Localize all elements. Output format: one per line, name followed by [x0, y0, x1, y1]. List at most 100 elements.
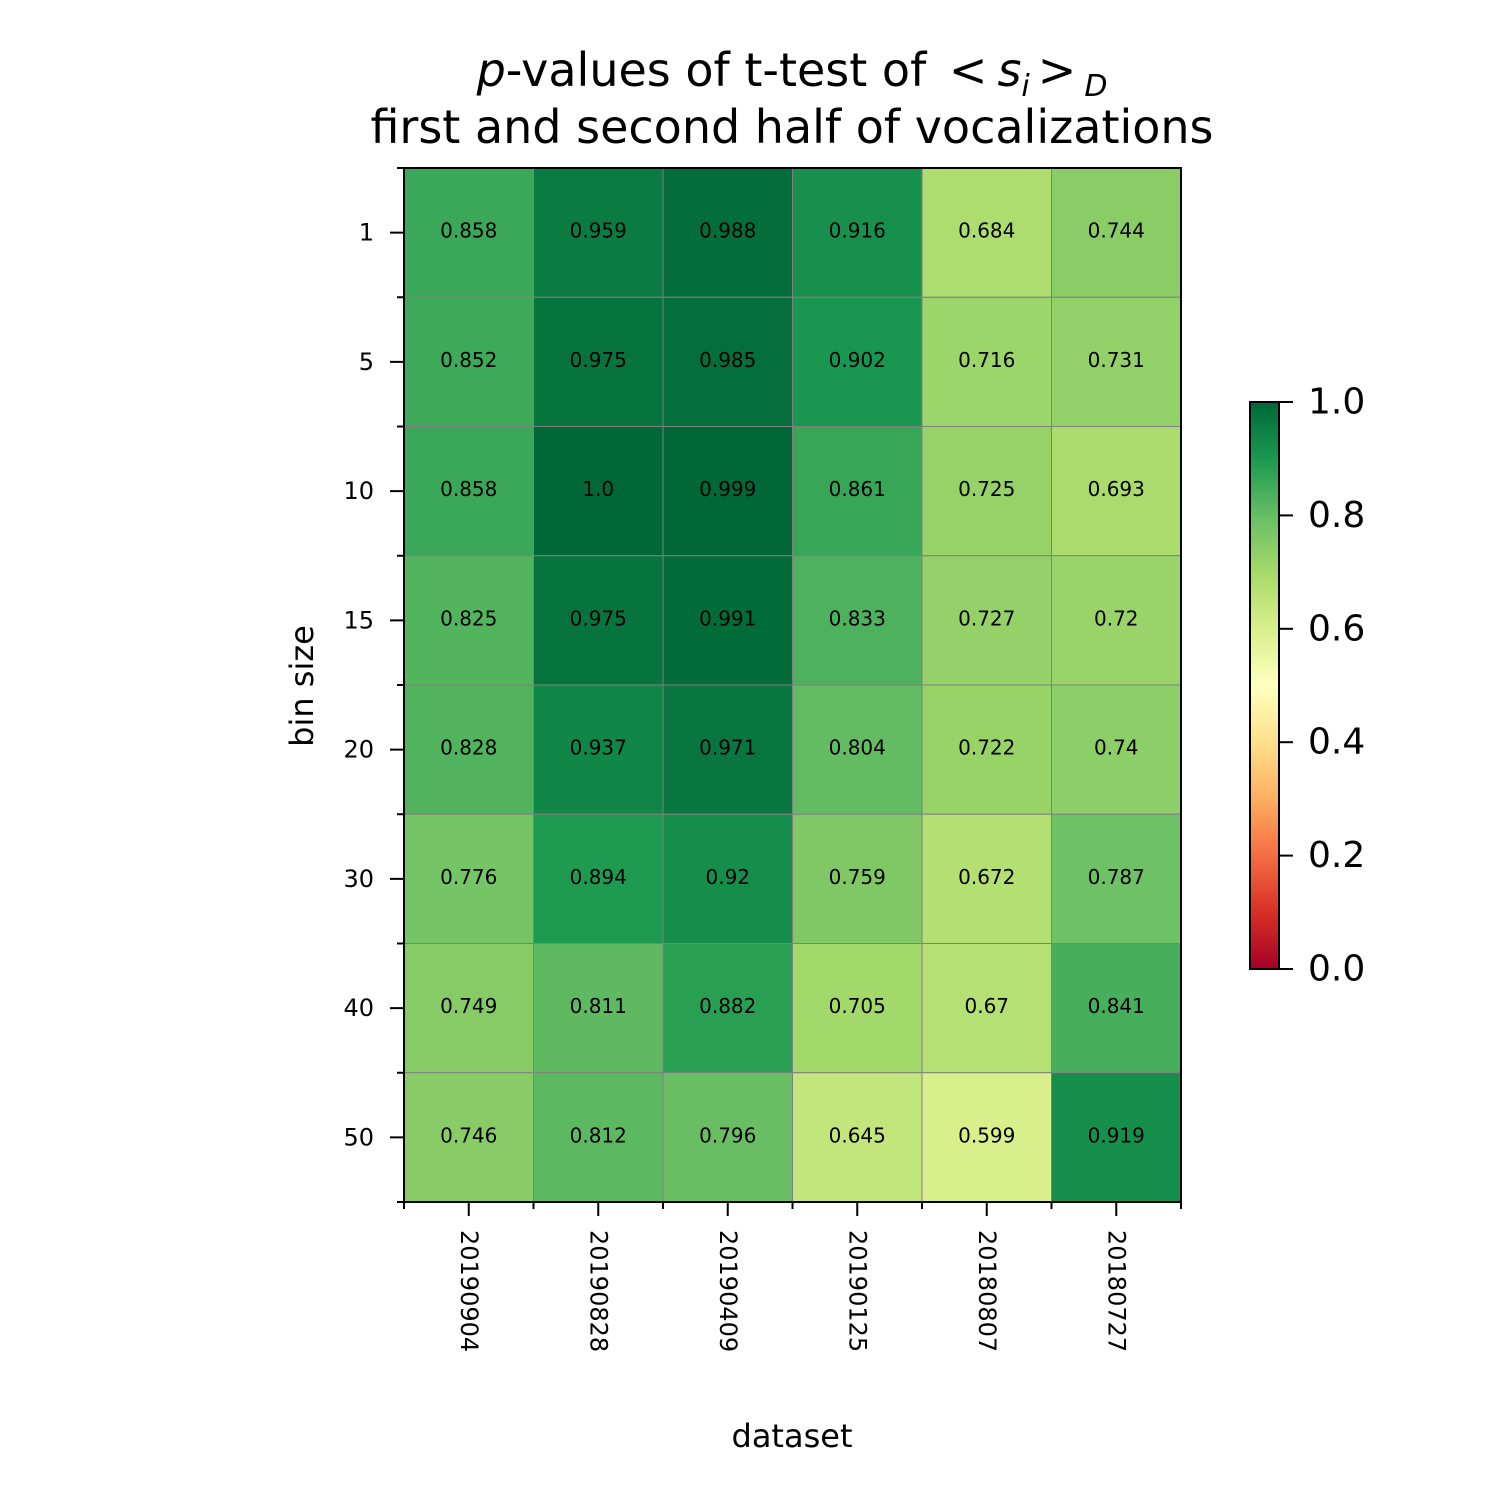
- y-tick-label: 15: [343, 606, 374, 634]
- title-text-main: -values of t-test of: [506, 43, 941, 97]
- cell-value-label: 0.684: [958, 219, 1015, 243]
- heatmap-cells: [403, 167, 1182, 1203]
- cell-value-label: 0.937: [570, 736, 627, 760]
- heatmap-cell: [792, 426, 923, 557]
- x-tick-label: 20180727: [1102, 1230, 1130, 1352]
- cell-value-label: 0.804: [829, 736, 886, 760]
- colorbar-tick-label: 0.4: [1308, 722, 1365, 763]
- cell-value-label: 0.693: [1088, 477, 1145, 501]
- heatmap-cell: [533, 943, 664, 1074]
- heatmap-cell: [533, 296, 664, 427]
- x-axis-label: dataset: [732, 1417, 853, 1455]
- cell-value-label: 0.731: [1088, 348, 1145, 372]
- cell-value-label: 1.0: [582, 477, 614, 501]
- title-math-s: s: [997, 43, 1021, 97]
- colorbar-tick-label: 0.0: [1308, 949, 1365, 990]
- heatmap-cell: [792, 555, 923, 686]
- heatmap-cell: [533, 426, 664, 557]
- cell-value-label: 0.975: [570, 348, 627, 372]
- x-tick-label: 20190904: [455, 1230, 483, 1352]
- cell-value-label: 0.902: [829, 348, 886, 372]
- heatmap-cell: [403, 1072, 534, 1203]
- cell-value-label: 0.722: [958, 736, 1015, 760]
- cell-value-label: 0.727: [958, 606, 1015, 630]
- title-math-lt: <: [949, 43, 988, 97]
- cell-value-label: 0.894: [570, 865, 627, 889]
- heatmap-cell: [662, 943, 793, 1074]
- heatmap-cell: [921, 684, 1052, 815]
- heatmap-cell: [1051, 813, 1182, 944]
- title-p-symbol: p: [476, 43, 506, 97]
- cell-value-label: 0.787: [1088, 865, 1145, 889]
- heatmap-cell: [403, 555, 534, 686]
- heatmap-cell: [1051, 426, 1182, 557]
- cell-value-label: 0.919: [1088, 1123, 1145, 1147]
- heatmap-cell: [792, 296, 923, 427]
- heatmap-cell: [533, 167, 664, 298]
- cell-value-label: 0.959: [570, 219, 627, 243]
- cell-value-label: 0.796: [699, 1123, 756, 1147]
- y-tick-label: 50: [343, 1123, 374, 1151]
- heatmap-cell: [662, 426, 793, 557]
- cell-value-label: 0.811: [570, 994, 627, 1018]
- heatmap-cell: [662, 684, 793, 815]
- cell-value-label: 0.841: [1088, 994, 1145, 1018]
- x-tick-label: 20190409: [714, 1230, 742, 1352]
- cell-value-label: 0.746: [440, 1123, 497, 1147]
- cell-value-label: 0.759: [829, 865, 886, 889]
- heatmap-cell: [533, 555, 664, 686]
- cell-value-label: 0.67: [964, 994, 1009, 1018]
- cell-value-label: 0.916: [829, 219, 886, 243]
- cell-value-label: 0.72: [1094, 606, 1139, 630]
- cell-value-label: 0.833: [829, 606, 886, 630]
- colorbar-tick-label: 0.8: [1308, 495, 1365, 536]
- y-axis-label: bin size: [283, 625, 321, 747]
- cell-value-label: 0.991: [699, 606, 756, 630]
- x-axis-ticks: 20190904 20190828 20190409 20190125 20180807…: [403, 1202, 1182, 1352]
- y-tick-label: 20: [343, 736, 374, 764]
- cell-value-label: 0.716: [958, 348, 1015, 372]
- heatmap-cell: [921, 555, 1052, 686]
- colorbar: [1249, 401, 1280, 970]
- heatmap-cell: [921, 1072, 1052, 1203]
- heatmap-cell: [921, 813, 1052, 944]
- heatmap-cell: [662, 555, 793, 686]
- y-tick-label: 40: [343, 994, 374, 1022]
- cell-value-label: 0.812: [570, 1123, 627, 1147]
- heatmap-cell: [921, 426, 1052, 557]
- y-tick-label: 30: [343, 865, 374, 893]
- cell-value-label: 0.744: [1088, 219, 1145, 243]
- title-math-i: i: [1021, 69, 1030, 104]
- heatmap-cell: [662, 1072, 793, 1203]
- heatmap-cell-labels: 0.858 0.959 0.988 0.916 0.684 0.744 0.852 0.975…: [440, 219, 1145, 1148]
- heatmap-cell: [1051, 296, 1182, 427]
- x-tick-label: 20190125: [843, 1230, 871, 1352]
- heatmap-cell: [1051, 1072, 1182, 1203]
- heatmap-cell: [921, 167, 1052, 298]
- heatmap-cell: [403, 684, 534, 815]
- colorbar-tick-label: 1.0: [1308, 382, 1365, 423]
- cell-value-label: 0.672: [958, 865, 1015, 889]
- x-tick-label: 20180807: [973, 1230, 1001, 1352]
- heatmap-cell: [1051, 943, 1182, 1074]
- cell-value-label: 0.852: [440, 348, 497, 372]
- heatmap-cell: [1051, 167, 1182, 298]
- colorbar-tick-label: 0.2: [1308, 835, 1365, 876]
- cell-value-label: 0.92: [705, 865, 750, 889]
- title-math-D: D: [1084, 69, 1107, 104]
- cell-value-label: 0.645: [829, 1123, 886, 1147]
- heatmap-cell: [403, 426, 534, 557]
- heatmap-cell: [403, 167, 534, 298]
- heatmap-cell: [792, 1072, 923, 1203]
- cell-value-label: 0.999: [699, 477, 756, 501]
- heatmap-cell: [403, 943, 534, 1074]
- cell-value-label: 0.882: [699, 994, 756, 1018]
- heatmap-cell: [792, 684, 923, 815]
- heatmap-cell: [792, 167, 923, 298]
- cell-value-label: 0.975: [570, 606, 627, 630]
- cell-value-label: 0.825: [440, 606, 497, 630]
- cell-value-label: 0.828: [440, 736, 497, 760]
- cell-value-label: 0.861: [829, 477, 886, 501]
